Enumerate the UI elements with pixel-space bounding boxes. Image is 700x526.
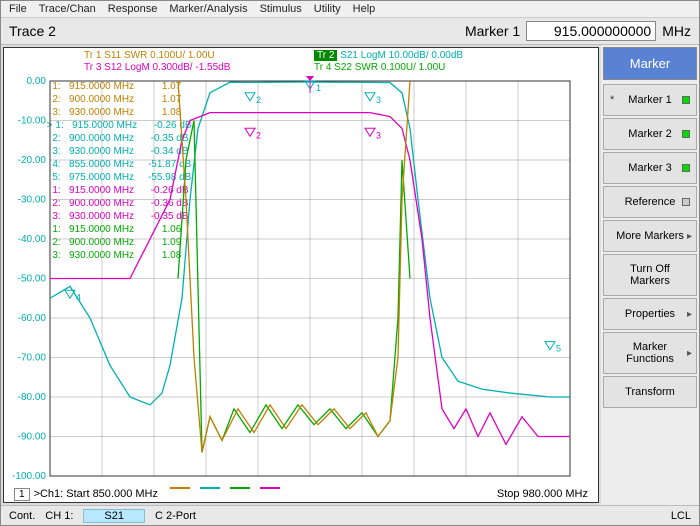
status-cont: Cont.	[9, 510, 35, 522]
header-bar: Trace 2 Marker 1 MHz	[1, 18, 699, 45]
svg-text:-10.00: -10.00	[18, 116, 47, 127]
side-btn-properties[interactable]: Properties▸	[603, 298, 697, 330]
svg-text:1: 1	[316, 83, 321, 93]
trace4-label: Tr 4 S22 SWR 0.100U/ 1.00U	[314, 62, 463, 74]
svg-text:-90.00: -90.00	[18, 432, 47, 443]
active-trace-tag: Tr 2	[314, 50, 337, 61]
freq-unit-label: MHz	[662, 23, 691, 39]
svg-text:-80.00: -80.00	[18, 392, 47, 403]
chart-svg: 0.00 -10.00 -20.00 -30.00 -40.00 -50.00 -60.00…	[10, 76, 580, 496]
menu-stimulus[interactable]: Stimulus	[260, 3, 302, 15]
side-panel-title: Marker	[603, 47, 697, 80]
svg-text:-30.00: -30.00	[18, 195, 47, 206]
menu-file[interactable]: File	[9, 3, 27, 15]
side-btn-marker-3[interactable]: Marker 3	[603, 152, 697, 184]
side-panel: Marker Marker 1*Marker 2Marker 3Referenc…	[601, 45, 699, 505]
svg-text:3: 3	[376, 95, 381, 105]
side-btn-transform[interactable]: Transform	[603, 376, 697, 408]
x-start-label: >Ch1: Start 850.000 MHz	[34, 488, 158, 500]
menu-help[interactable]: Help	[353, 3, 376, 15]
menu-response[interactable]: Response	[108, 3, 158, 15]
status-port: C 2-Port	[155, 510, 196, 522]
x-stop-label: Stop 980.000 MHz	[497, 488, 588, 500]
side-btn-turn-off-markers[interactable]: Turn Off Markers	[603, 254, 697, 296]
status-bar: Cont. CH 1: S21 C 2-Port LCL	[1, 505, 699, 525]
svg-text:2: 2	[256, 95, 261, 105]
trace1-label: Tr 1 S11 SWR 0.100U/ 1.00U	[84, 50, 230, 62]
status-lcl: LCL	[671, 510, 691, 522]
app-root: File Trace/Chan Response Marker/Analysis Sti…	[0, 0, 700, 526]
trace3-label: Tr 3 S12 LogM 0.300dB/ -1.55dB	[84, 62, 230, 74]
status-ch: CH 1:	[45, 510, 73, 522]
menu-utility[interactable]: Utility	[314, 3, 341, 15]
channel-badge: 1	[14, 488, 30, 501]
svg-text:-20.00: -20.00	[18, 155, 47, 166]
side-btn-reference[interactable]: Reference	[603, 186, 697, 218]
svg-text:2: 2	[256, 130, 261, 140]
svg-text:-60.00: -60.00	[18, 313, 47, 324]
menu-tracechan[interactable]: Trace/Chan	[39, 3, 96, 15]
side-btn-more-markers[interactable]: More Markers▸	[603, 220, 697, 252]
side-btn-marker-functions[interactable]: Marker Functions▸	[603, 332, 697, 374]
trace-title: Trace 2	[9, 23, 56, 39]
svg-text:-100.00: -100.00	[12, 471, 46, 482]
svg-text:4: 4	[76, 292, 81, 302]
svg-text:-40.00: -40.00	[18, 234, 47, 245]
marker-title: Marker 1	[465, 23, 520, 39]
status-s21[interactable]: S21	[83, 509, 145, 523]
svg-text:0.00: 0.00	[27, 76, 47, 87]
svg-text:3: 3	[376, 130, 381, 140]
svg-text:-70.00: -70.00	[18, 353, 47, 364]
plot-area: Tr 1 S11 SWR 0.100U/ 1.00U Tr 3 S12 LogM…	[3, 47, 599, 503]
svg-text:5: 5	[556, 344, 561, 354]
side-btn-marker-2[interactable]: Marker 2	[603, 118, 697, 150]
menu-bar: File Trace/Chan Response Marker/Analysis Sti…	[1, 1, 699, 18]
trace2-label: Tr 2 S21 LogM 10.00dB/ 0.00dB	[314, 50, 463, 62]
menu-markeranalysis[interactable]: Marker/Analysis	[169, 3, 247, 15]
frequency-input[interactable]	[526, 21, 656, 41]
svg-text:-50.00: -50.00	[18, 274, 47, 285]
side-btn-marker-1[interactable]: Marker 1*	[603, 84, 697, 116]
